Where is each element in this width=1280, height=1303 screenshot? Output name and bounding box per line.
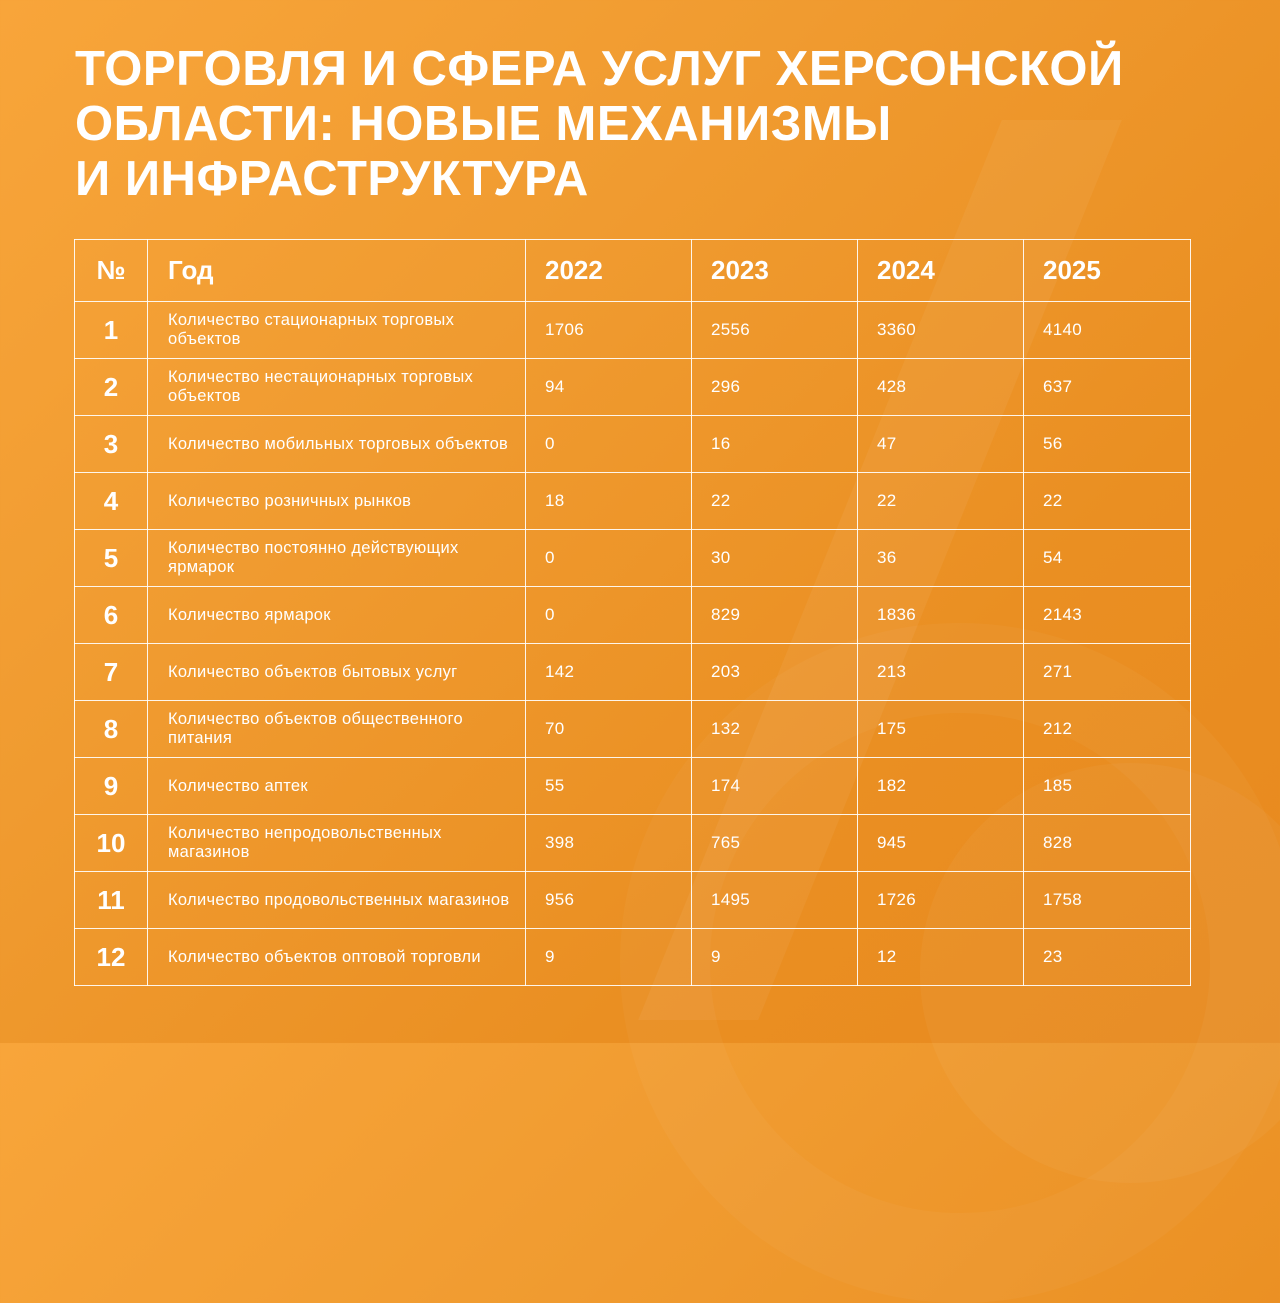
row-number: 7 [74, 643, 148, 701]
row-value-2025: 4140 [1023, 301, 1191, 359]
row-number: 2 [74, 358, 148, 416]
statistics-table: № Год 2022 2023 2024 2025 1 Количество ст… [74, 239, 1191, 986]
row-indicator-name: Количество продовольственных магазинов [147, 871, 526, 929]
row-number: 9 [74, 757, 148, 815]
header-year-2024: 2024 [857, 239, 1024, 302]
table-row: 3 Количество мобильных торговых объектов 0… [74, 415, 1191, 473]
row-value-2024: 22 [857, 472, 1024, 530]
table-row: 6 Количество ярмарок 0 829 1836 2143 [74, 586, 1191, 644]
table-row: 4 Количество розничных рынков 18 22 22 22 [74, 472, 1191, 530]
header-row: № Год 2022 2023 2024 2025 [74, 239, 1191, 302]
row-indicator-name: Количество аптек [147, 757, 526, 815]
row-number: 3 [74, 415, 148, 473]
row-number: 5 [74, 529, 148, 587]
row-value-2024: 47 [857, 415, 1024, 473]
row-value-2024: 3360 [857, 301, 1024, 359]
row-value-2025: 22 [1023, 472, 1191, 530]
row-value-2024: 182 [857, 757, 1024, 815]
header-number: № [74, 239, 148, 302]
row-value-2023: 16 [691, 415, 858, 473]
table-header: № Год 2022 2023 2024 2025 [74, 239, 1191, 302]
row-value-2024: 175 [857, 700, 1024, 758]
row-value-2024: 12 [857, 928, 1024, 986]
row-value-2022: 55 [525, 757, 692, 815]
table-row: 1 Количество стационарных торговых объект… [74, 301, 1191, 359]
row-number: 6 [74, 586, 148, 644]
row-value-2023: 829 [691, 586, 858, 644]
table-row: 2 Количество нестационарных торговых объе… [74, 358, 1191, 416]
row-number: 10 [74, 814, 148, 872]
row-value-2022: 9 [525, 928, 692, 986]
row-value-2023: 9 [691, 928, 858, 986]
row-indicator-name: Количество мобильных торговых объектов [147, 415, 526, 473]
header-year-2025: 2025 [1023, 239, 1191, 302]
row-value-2023: 1495 [691, 871, 858, 929]
row-value-2024: 945 [857, 814, 1024, 872]
row-value-2022: 956 [525, 871, 692, 929]
title-line: ТОРГОВЛЯ И СФЕРА УСЛУГ ХЕРСОНСКОЙ [75, 42, 1124, 96]
page-title: ТОРГОВЛЯ И СФЕРА УСЛУГ ХЕРСОНСКОЙ ОБЛАСТ… [75, 42, 1215, 207]
row-value-2024: 213 [857, 643, 1024, 701]
row-value-2025: 828 [1023, 814, 1191, 872]
row-value-2024: 1836 [857, 586, 1024, 644]
row-value-2025: 54 [1023, 529, 1191, 587]
table-row: 7 Количество объектов бытовых услуг 142 203… [74, 643, 1191, 701]
row-value-2025: 23 [1023, 928, 1191, 986]
row-value-2022: 0 [525, 415, 692, 473]
row-indicator-name: Количество стационарных торговых объекто… [147, 301, 526, 359]
row-value-2022: 0 [525, 586, 692, 644]
table-row: 5 Количество постоянно действующих ярмаро… [74, 529, 1191, 587]
row-value-2023: 174 [691, 757, 858, 815]
row-indicator-name: Количество розничных рынков [147, 472, 526, 530]
title-line: ОБЛАСТИ: НОВЫЕ МЕХАНИЗМЫ [75, 97, 892, 151]
row-value-2023: 296 [691, 358, 858, 416]
row-indicator-name: Количество нестационарных торговых объек… [147, 358, 526, 416]
table-row: 8 Количество объектов общественного питан… [74, 700, 1191, 758]
row-value-2024: 428 [857, 358, 1024, 416]
row-value-2022: 1706 [525, 301, 692, 359]
header-year-2022: 2022 [525, 239, 692, 302]
row-value-2025: 271 [1023, 643, 1191, 701]
row-value-2022: 142 [525, 643, 692, 701]
row-value-2023: 203 [691, 643, 858, 701]
table-row: 11 Количество продовольственных магазинов… [74, 871, 1191, 929]
row-number: 1 [74, 301, 148, 359]
row-indicator-name: Количество объектов общественного питани… [147, 700, 526, 758]
row-value-2025: 56 [1023, 415, 1191, 473]
row-number: 12 [74, 928, 148, 986]
header-year-2023: 2023 [691, 239, 858, 302]
row-value-2022: 398 [525, 814, 692, 872]
row-value-2025: 637 [1023, 358, 1191, 416]
row-value-2022: 0 [525, 529, 692, 587]
row-value-2022: 70 [525, 700, 692, 758]
row-value-2025: 1758 [1023, 871, 1191, 929]
row-indicator-name: Количество постоянно действующих ярмарок [147, 529, 526, 587]
row-value-2023: 30 [691, 529, 858, 587]
title-line: И ИНФРАСТРУКТУРА [75, 152, 589, 206]
row-value-2023: 765 [691, 814, 858, 872]
row-value-2025: 212 [1023, 700, 1191, 758]
row-value-2023: 132 [691, 700, 858, 758]
row-value-2024: 1726 [857, 871, 1024, 929]
row-number: 8 [74, 700, 148, 758]
table-row: 10 Количество непродовольственных магазин… [74, 814, 1191, 872]
row-value-2023: 22 [691, 472, 858, 530]
row-value-2024: 36 [857, 529, 1024, 587]
table-row: 12 Количество объектов оптовой торговли 9 9… [74, 928, 1191, 986]
row-indicator-name: Количество объектов бытовых услуг [147, 643, 526, 701]
row-number: 11 [74, 871, 148, 929]
row-indicator-name: Количество объектов оптовой торговли [147, 928, 526, 986]
row-value-2025: 2143 [1023, 586, 1191, 644]
table-body: 1 Количество стационарных торговых объект… [74, 301, 1191, 986]
row-number: 4 [74, 472, 148, 530]
row-value-2022: 94 [525, 358, 692, 416]
row-value-2025: 185 [1023, 757, 1191, 815]
row-value-2022: 18 [525, 472, 692, 530]
header-year-label: Год [147, 239, 526, 302]
row-indicator-name: Количество непродовольственных магазинов [147, 814, 526, 872]
row-value-2023: 2556 [691, 301, 858, 359]
row-indicator-name: Количество ярмарок [147, 586, 526, 644]
table-row: 9 Количество аптек 55 174 182 185 [74, 757, 1191, 815]
